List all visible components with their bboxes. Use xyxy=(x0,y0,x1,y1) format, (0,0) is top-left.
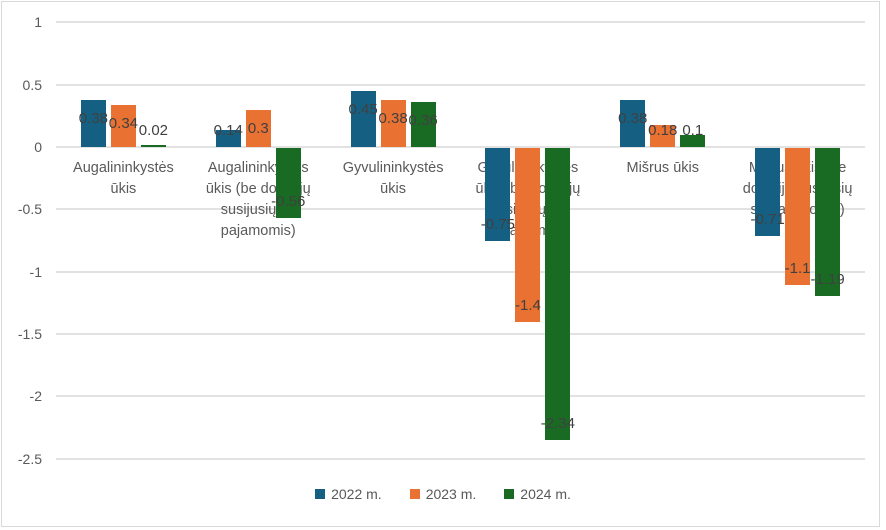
data-label: -0.56 xyxy=(271,192,306,210)
legend-swatch-icon xyxy=(315,489,326,499)
legend-swatch-icon xyxy=(504,489,515,499)
bar-2024m-cat3 xyxy=(410,102,436,147)
data-label: -2.34 xyxy=(540,414,576,432)
y-axis-tick-label: 0 xyxy=(34,139,42,155)
bar-2022m-cat6 xyxy=(755,148,781,237)
legend-label: 2022 m. xyxy=(331,486,382,502)
data-label: -1.4 xyxy=(514,297,541,315)
gridline-1 xyxy=(56,21,865,24)
gridline-0.5 xyxy=(56,83,865,86)
gridline--2.5 xyxy=(56,457,865,460)
bar-2023m-cat1 xyxy=(110,104,136,147)
data-label: 0.38 xyxy=(78,109,109,127)
bar-2024m-cat1 xyxy=(140,144,166,147)
y-axis-tick-label: -0.5 xyxy=(17,201,42,218)
gridline--1 xyxy=(56,270,865,273)
legend-swatch-icon xyxy=(409,489,420,499)
category-label: Mišrus ūkis xyxy=(626,158,699,179)
category-label-line: Augalininkystės xyxy=(73,160,174,176)
bar-2022m-cat5 xyxy=(620,99,646,147)
bar-2024m-cat4 xyxy=(545,148,571,440)
data-label: 0.34 xyxy=(108,114,139,132)
gridline-0 xyxy=(56,146,865,148)
data-label: -0.75 xyxy=(480,216,516,234)
data-label: 0.02 xyxy=(138,122,169,139)
category-label-line: ūkis xyxy=(380,181,406,197)
bar-2024m-cat5 xyxy=(680,134,706,147)
data-label: 0.14 xyxy=(213,122,243,139)
bar-2023m-cat4 xyxy=(515,148,541,323)
data-label: 0.45 xyxy=(348,100,378,118)
bar-2023m-cat3 xyxy=(380,99,406,147)
data-label: 0.1 xyxy=(682,122,704,139)
y-axis-tick-label: -2.5 xyxy=(17,450,42,467)
category-label-line: pajamomis) xyxy=(220,223,296,239)
data-label: -1.19 xyxy=(810,271,845,289)
data-label: -0.71 xyxy=(750,211,785,229)
category-label-line: ūkis xyxy=(110,181,137,197)
legend-item-2024m: 2024 m. xyxy=(504,486,571,502)
y-axis-tick-label: -1.5 xyxy=(17,325,42,342)
bar-2024m-cat6 xyxy=(815,148,841,297)
legend-label: 2024 m. xyxy=(520,486,571,502)
gridline--0.5 xyxy=(56,208,865,211)
bar-2023m-cat2 xyxy=(245,109,271,147)
bar-2022m-cat4 xyxy=(485,148,511,242)
data-label: 0.36 xyxy=(408,112,438,130)
y-axis-tick-label: 0.5 xyxy=(22,76,42,93)
data-label: 0.38 xyxy=(618,109,648,127)
legend-label: 2023 m. xyxy=(425,486,477,502)
bar-2023m-cat5 xyxy=(650,124,676,147)
bar-2022m-cat3 xyxy=(350,90,376,147)
y-axis-tick-label: -1 xyxy=(29,263,42,280)
bar-2024m-cat2 xyxy=(275,148,301,218)
bar-2022m-cat1 xyxy=(80,99,106,147)
y-axis-tick-label: -2 xyxy=(29,388,42,405)
data-label: 0.38 xyxy=(378,109,408,127)
bar-2023m-cat6 xyxy=(785,148,811,286)
data-label: 0.18 xyxy=(648,122,678,139)
category-label: Gyvulininkystės ūkis xyxy=(343,158,444,200)
legend-item-2023m: 2023 m. xyxy=(409,486,477,502)
data-label: -1.1 xyxy=(784,260,811,278)
y-axis-tick-label: 1 xyxy=(34,14,42,31)
category-label-line: Gyvulininkystės xyxy=(342,160,444,176)
category-label: Augalininkystės ūkis xyxy=(73,158,174,200)
gridline--2 xyxy=(56,395,865,398)
data-label: 0.3 xyxy=(247,119,269,137)
category-label-line: Mišrus ūkis xyxy=(626,160,700,176)
bar-2022m-cat2 xyxy=(215,129,241,147)
legend-item-2022m: 2022 m. xyxy=(315,486,382,502)
gridline--1.5 xyxy=(56,332,865,335)
legend: 2022 m. 2023 m. 2024 m. xyxy=(0,486,886,502)
